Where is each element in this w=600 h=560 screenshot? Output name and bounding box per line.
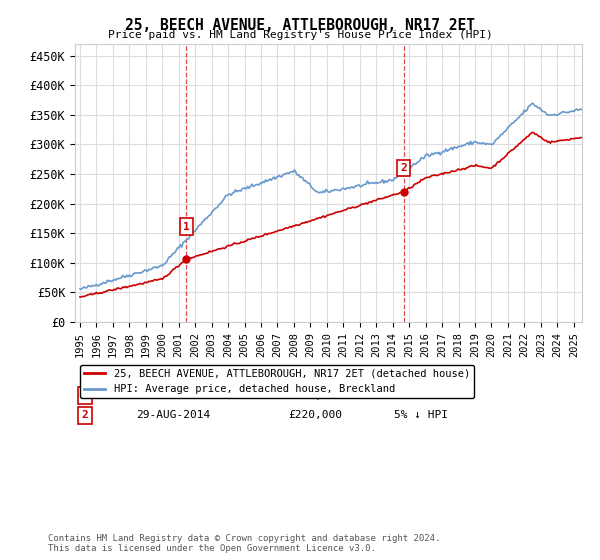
Text: 6% ↓ HPI: 6% ↓ HPI [394,391,448,401]
Text: £106,000: £106,000 [288,391,342,401]
Text: 15-JUN-2001: 15-JUN-2001 [136,391,210,401]
Text: £220,000: £220,000 [288,410,342,420]
Text: Contains HM Land Registry data © Crown copyright and database right 2024.
This d: Contains HM Land Registry data © Crown c… [48,534,440,553]
Text: 5% ↓ HPI: 5% ↓ HPI [394,410,448,420]
Text: 25, BEECH AVENUE, ATTLEBOROUGH, NR17 2ET: 25, BEECH AVENUE, ATTLEBOROUGH, NR17 2ET [125,18,475,33]
Text: 1: 1 [82,391,89,401]
Text: Price paid vs. HM Land Registry's House Price Index (HPI): Price paid vs. HM Land Registry's House … [107,30,493,40]
Text: 29-AUG-2014: 29-AUG-2014 [136,410,210,420]
Text: 2: 2 [82,410,89,420]
Legend: 25, BEECH AVENUE, ATTLEBOROUGH, NR17 2ET (detached house), HPI: Average price, d: 25, BEECH AVENUE, ATTLEBOROUGH, NR17 2ET… [80,365,474,398]
Text: 1: 1 [183,222,190,232]
Text: 2: 2 [400,163,407,173]
